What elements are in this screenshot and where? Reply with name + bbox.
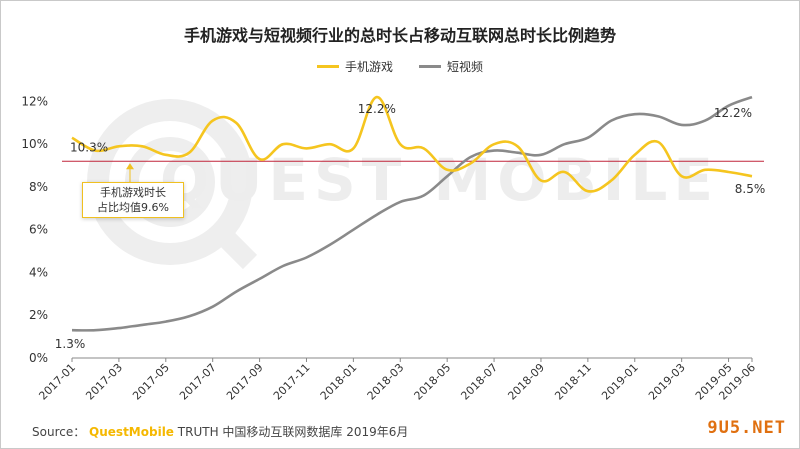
x-tick-label: 2018-03	[365, 361, 407, 403]
data-label: 12.2%	[358, 102, 396, 116]
x-tick-label: 2017-09	[224, 361, 266, 403]
watermark-text: QUEST MOBILE	[160, 146, 719, 214]
reference-line-group	[62, 160, 764, 182]
series-line-game	[71, 95, 753, 193]
y-tick-label: 12%	[21, 94, 48, 108]
chart-legend: 手机游戏 短视频	[0, 58, 800, 75]
y-tick-label: 0%	[29, 351, 48, 365]
series-line-video	[71, 95, 753, 332]
x-axis: 2017-01 2017-03 2017-05 2017-07 2017-09 2017-…	[36, 357, 758, 403]
y-tick-label: 8%	[29, 180, 48, 194]
series-lines	[71, 95, 753, 332]
callout-arrow-icon	[126, 163, 134, 170]
source-suffix: TRUTH 中国移动互联网数据库 2019年6月	[177, 425, 409, 439]
x-tick-label: 2018-09	[505, 361, 547, 403]
data-labels: 10.3% 12.2% 8.5% 1.3% 12.2%	[55, 102, 766, 351]
legend-label-game: 手机游戏	[344, 60, 393, 74]
callout-line-1: 手机游戏时长	[100, 186, 166, 199]
data-label: 12.2%	[714, 106, 752, 120]
y-tick-label: 6%	[29, 223, 48, 237]
x-tick-label: 2019-01	[599, 361, 641, 403]
source-prefix: Source：	[32, 425, 86, 439]
data-label: 8.5%	[735, 182, 766, 196]
y-tick-label: 2%	[29, 308, 48, 322]
x-tick-label: 2019-03	[646, 361, 688, 403]
site-watermark: 9U5.NET	[707, 418, 786, 438]
x-tick-label: 2017-05	[130, 361, 172, 403]
data-label: 10.3%	[70, 141, 108, 155]
data-label: 1.3%	[55, 337, 86, 351]
x-tick-label: 2017-01	[36, 361, 78, 403]
x-tick-label: 2018-11	[552, 361, 594, 403]
x-tick-label: 2017-11	[271, 361, 313, 403]
y-tick-label: 10%	[21, 137, 48, 151]
legend-item-video: 短视频	[419, 58, 483, 75]
y-axis: 0% 2% 4% 6% 8% 10% 12%	[21, 94, 48, 365]
chart-title: 手机游戏与短视频行业的总时长占移动互联网总时长比例趋势	[183, 26, 616, 45]
legend-swatch-video	[419, 65, 441, 68]
x-tick-label: 2017-07	[177, 361, 219, 403]
source-brand: QuestMobile	[89, 425, 174, 439]
legend-item-game: 手机游戏	[316, 58, 393, 75]
y-tick-label: 4%	[29, 265, 48, 279]
x-tick-label: 2018-01	[318, 361, 360, 403]
x-tick-label: 2017-03	[83, 361, 125, 403]
callout-line-2: 占比均值9.6%	[97, 201, 169, 214]
legend-swatch-game	[316, 65, 339, 68]
source-note: Source： QuestMobile TRUTH 中国移动互联网数据库 201…	[32, 423, 408, 440]
x-tick-label: 2018-07	[458, 361, 500, 403]
average-callout: 手机游戏时长 占比均值9.6%	[82, 182, 184, 218]
x-tick-label: 2018-05	[412, 361, 454, 403]
legend-label-video: 短视频	[447, 60, 484, 74]
